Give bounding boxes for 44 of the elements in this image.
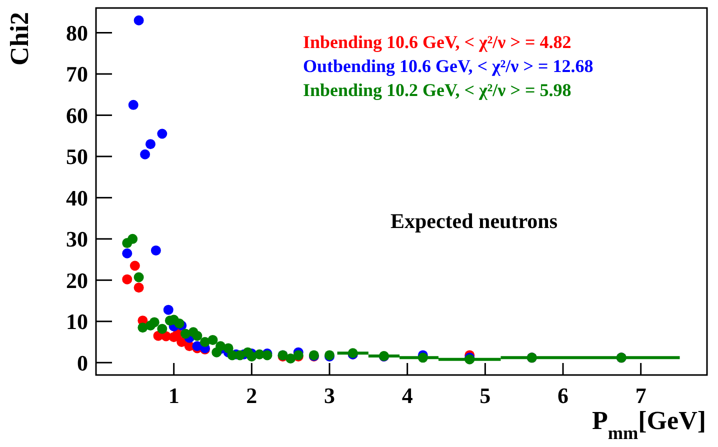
point xyxy=(130,260,140,271)
point xyxy=(234,350,245,360)
x-axis-title: P$_{mm}$[GeV] xyxy=(592,406,706,443)
point xyxy=(122,248,132,258)
y-tick-label: 80 xyxy=(66,20,88,46)
point xyxy=(192,330,202,341)
y-tick-label: 10 xyxy=(66,309,88,334)
x-tick-label: 5 xyxy=(480,383,491,408)
point xyxy=(163,304,174,315)
x-tick-label: 1 xyxy=(168,383,180,408)
text: Inbending 10.6 GeV, < χ²/ν > = 4.82 xyxy=(303,32,572,52)
annotation: Expected neutrons xyxy=(390,209,558,233)
point xyxy=(122,274,132,284)
point xyxy=(140,149,150,160)
y-tick-label: 50 xyxy=(66,144,88,170)
point xyxy=(134,272,144,282)
point xyxy=(128,234,138,244)
point xyxy=(200,337,210,348)
point xyxy=(149,317,160,328)
point xyxy=(157,324,168,334)
x-tick-label: 4 xyxy=(402,383,413,408)
point xyxy=(134,282,144,293)
y-tick-label: 40 xyxy=(66,185,88,210)
y-tick-label: 60 xyxy=(66,102,88,128)
point xyxy=(174,318,184,328)
point xyxy=(418,352,428,363)
point xyxy=(286,354,296,364)
point xyxy=(128,100,138,110)
x-tick-label: 3 xyxy=(324,383,336,408)
y-axis-title: Chi2 xyxy=(5,12,34,66)
y-tick-label: 20 xyxy=(66,268,88,293)
x-tick-label: 2 xyxy=(246,383,258,408)
y-tick-label: 70 xyxy=(66,62,88,87)
point xyxy=(150,245,161,256)
y-tick-label: 0 xyxy=(77,350,88,376)
text: Inbending 10.2 GeV, < χ²/ν > = 5.98 xyxy=(303,80,572,100)
text: Outbending 10.6 GeV, < χ²/ν > = 12.68 xyxy=(303,56,594,76)
point xyxy=(208,334,218,345)
y-tick-label: 30 xyxy=(66,226,88,252)
x-tick-label: 6 xyxy=(558,383,569,408)
point xyxy=(134,15,144,26)
x-tick-label: 7 xyxy=(635,383,646,408)
point xyxy=(157,128,168,139)
point xyxy=(145,139,156,150)
